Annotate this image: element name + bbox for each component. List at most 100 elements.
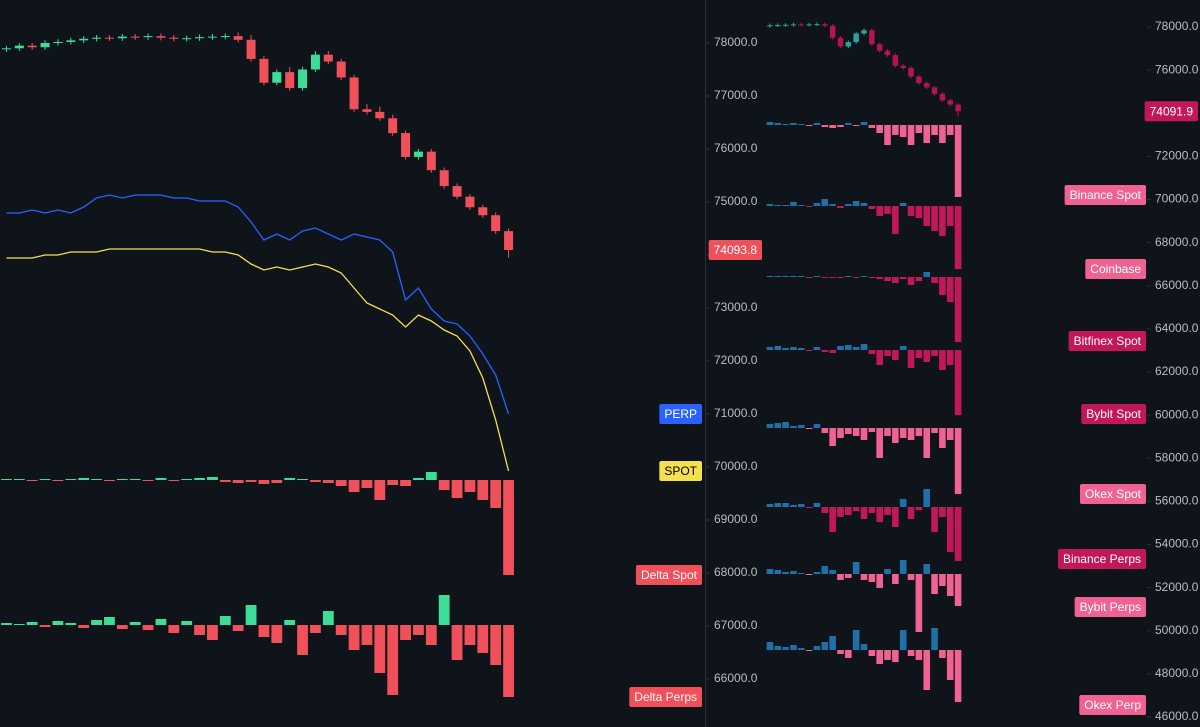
bar: [915, 650, 923, 660]
panel-label-bg: [1074, 597, 1146, 617]
bar: [797, 504, 805, 507]
candle-body: [900, 65, 906, 68]
bar: [142, 625, 154, 630]
bar: [860, 122, 868, 125]
bar: [829, 570, 836, 574]
y-tick-label: 75000.0: [714, 194, 758, 208]
candle-body: [259, 58, 269, 83]
bar: [805, 574, 813, 575]
bar: [464, 480, 476, 492]
bar: [219, 616, 231, 625]
bar: [477, 480, 489, 500]
y-tick-label: 72000.0: [1155, 149, 1199, 163]
bar: [907, 574, 915, 580]
bar: [774, 423, 782, 428]
bar: [310, 625, 321, 633]
candle-body: [220, 36, 230, 38]
bar: [782, 276, 789, 277]
candle-body: [1, 48, 11, 50]
bar: [884, 277, 891, 281]
panel-label-bg: [635, 565, 702, 585]
bar: [232, 480, 244, 483]
bar: [774, 123, 782, 125]
candle-body: [908, 67, 914, 77]
bar: [946, 507, 954, 552]
bar: [774, 646, 782, 650]
bar: [361, 625, 373, 645]
bar: [805, 125, 813, 126]
bar: [868, 125, 876, 128]
bar: [939, 350, 946, 370]
y-tick-label: 71000.0: [714, 406, 758, 420]
bar: [821, 277, 829, 278]
bar: [829, 636, 836, 650]
bar: [868, 206, 876, 209]
bar: [829, 204, 836, 206]
bar: [813, 503, 821, 507]
candle-body: [504, 231, 514, 251]
panel-label-bg: [1079, 484, 1146, 504]
bar: [845, 123, 852, 125]
bar: [413, 478, 424, 480]
candle-body: [40, 42, 50, 48]
bar: [884, 428, 891, 436]
candle-body: [892, 55, 899, 66]
bar: [219, 480, 231, 482]
y-tick-label: 46000.0: [1155, 709, 1199, 723]
bar: [194, 625, 205, 635]
candle-body: [775, 25, 781, 27]
bar: [923, 428, 931, 458]
bar: [899, 203, 907, 206]
bar: [829, 507, 836, 532]
bar: [387, 480, 399, 485]
bar: [845, 204, 852, 206]
bar: [451, 625, 463, 660]
bar: [805, 650, 813, 651]
bar: [155, 619, 167, 625]
candle-body: [947, 100, 953, 105]
bar: [425, 472, 437, 480]
bar: [915, 574, 923, 632]
candle-body: [156, 36, 166, 38]
bar: [774, 205, 782, 206]
bar: [868, 277, 876, 278]
candle-body: [782, 24, 789, 26]
bar: [813, 203, 821, 206]
bar: [821, 428, 829, 433]
candle-body: [246, 39, 256, 59]
bar: [860, 574, 868, 580]
bar: [821, 507, 829, 513]
bar: [923, 350, 931, 362]
bar: [104, 480, 115, 481]
bar: [892, 350, 899, 360]
bar: [884, 206, 891, 214]
candle-body: [798, 24, 805, 26]
bar: [142, 480, 154, 481]
bar: [845, 574, 852, 578]
bar: [868, 350, 876, 354]
bar: [852, 630, 860, 650]
candle-body: [298, 69, 308, 89]
bar: [258, 625, 270, 637]
bar: [939, 650, 946, 658]
bar: [907, 206, 915, 216]
bar: [490, 480, 502, 508]
bar: [954, 428, 962, 494]
bar: [207, 625, 218, 640]
y-tick-label: 62000.0: [1155, 364, 1199, 378]
candle-body: [845, 42, 852, 47]
candle-body: [491, 215, 501, 232]
panel-label-bg: [1064, 185, 1146, 205]
bar: [181, 479, 193, 480]
bar: [868, 428, 876, 432]
bar: [782, 503, 789, 507]
bar: [813, 572, 821, 574]
bar: [245, 480, 257, 482]
bar: [837, 206, 844, 208]
panel-label: Bitfinex Spot: [1074, 334, 1142, 348]
bar: [782, 572, 789, 574]
bar: [860, 644, 868, 650]
bar: [322, 480, 334, 483]
